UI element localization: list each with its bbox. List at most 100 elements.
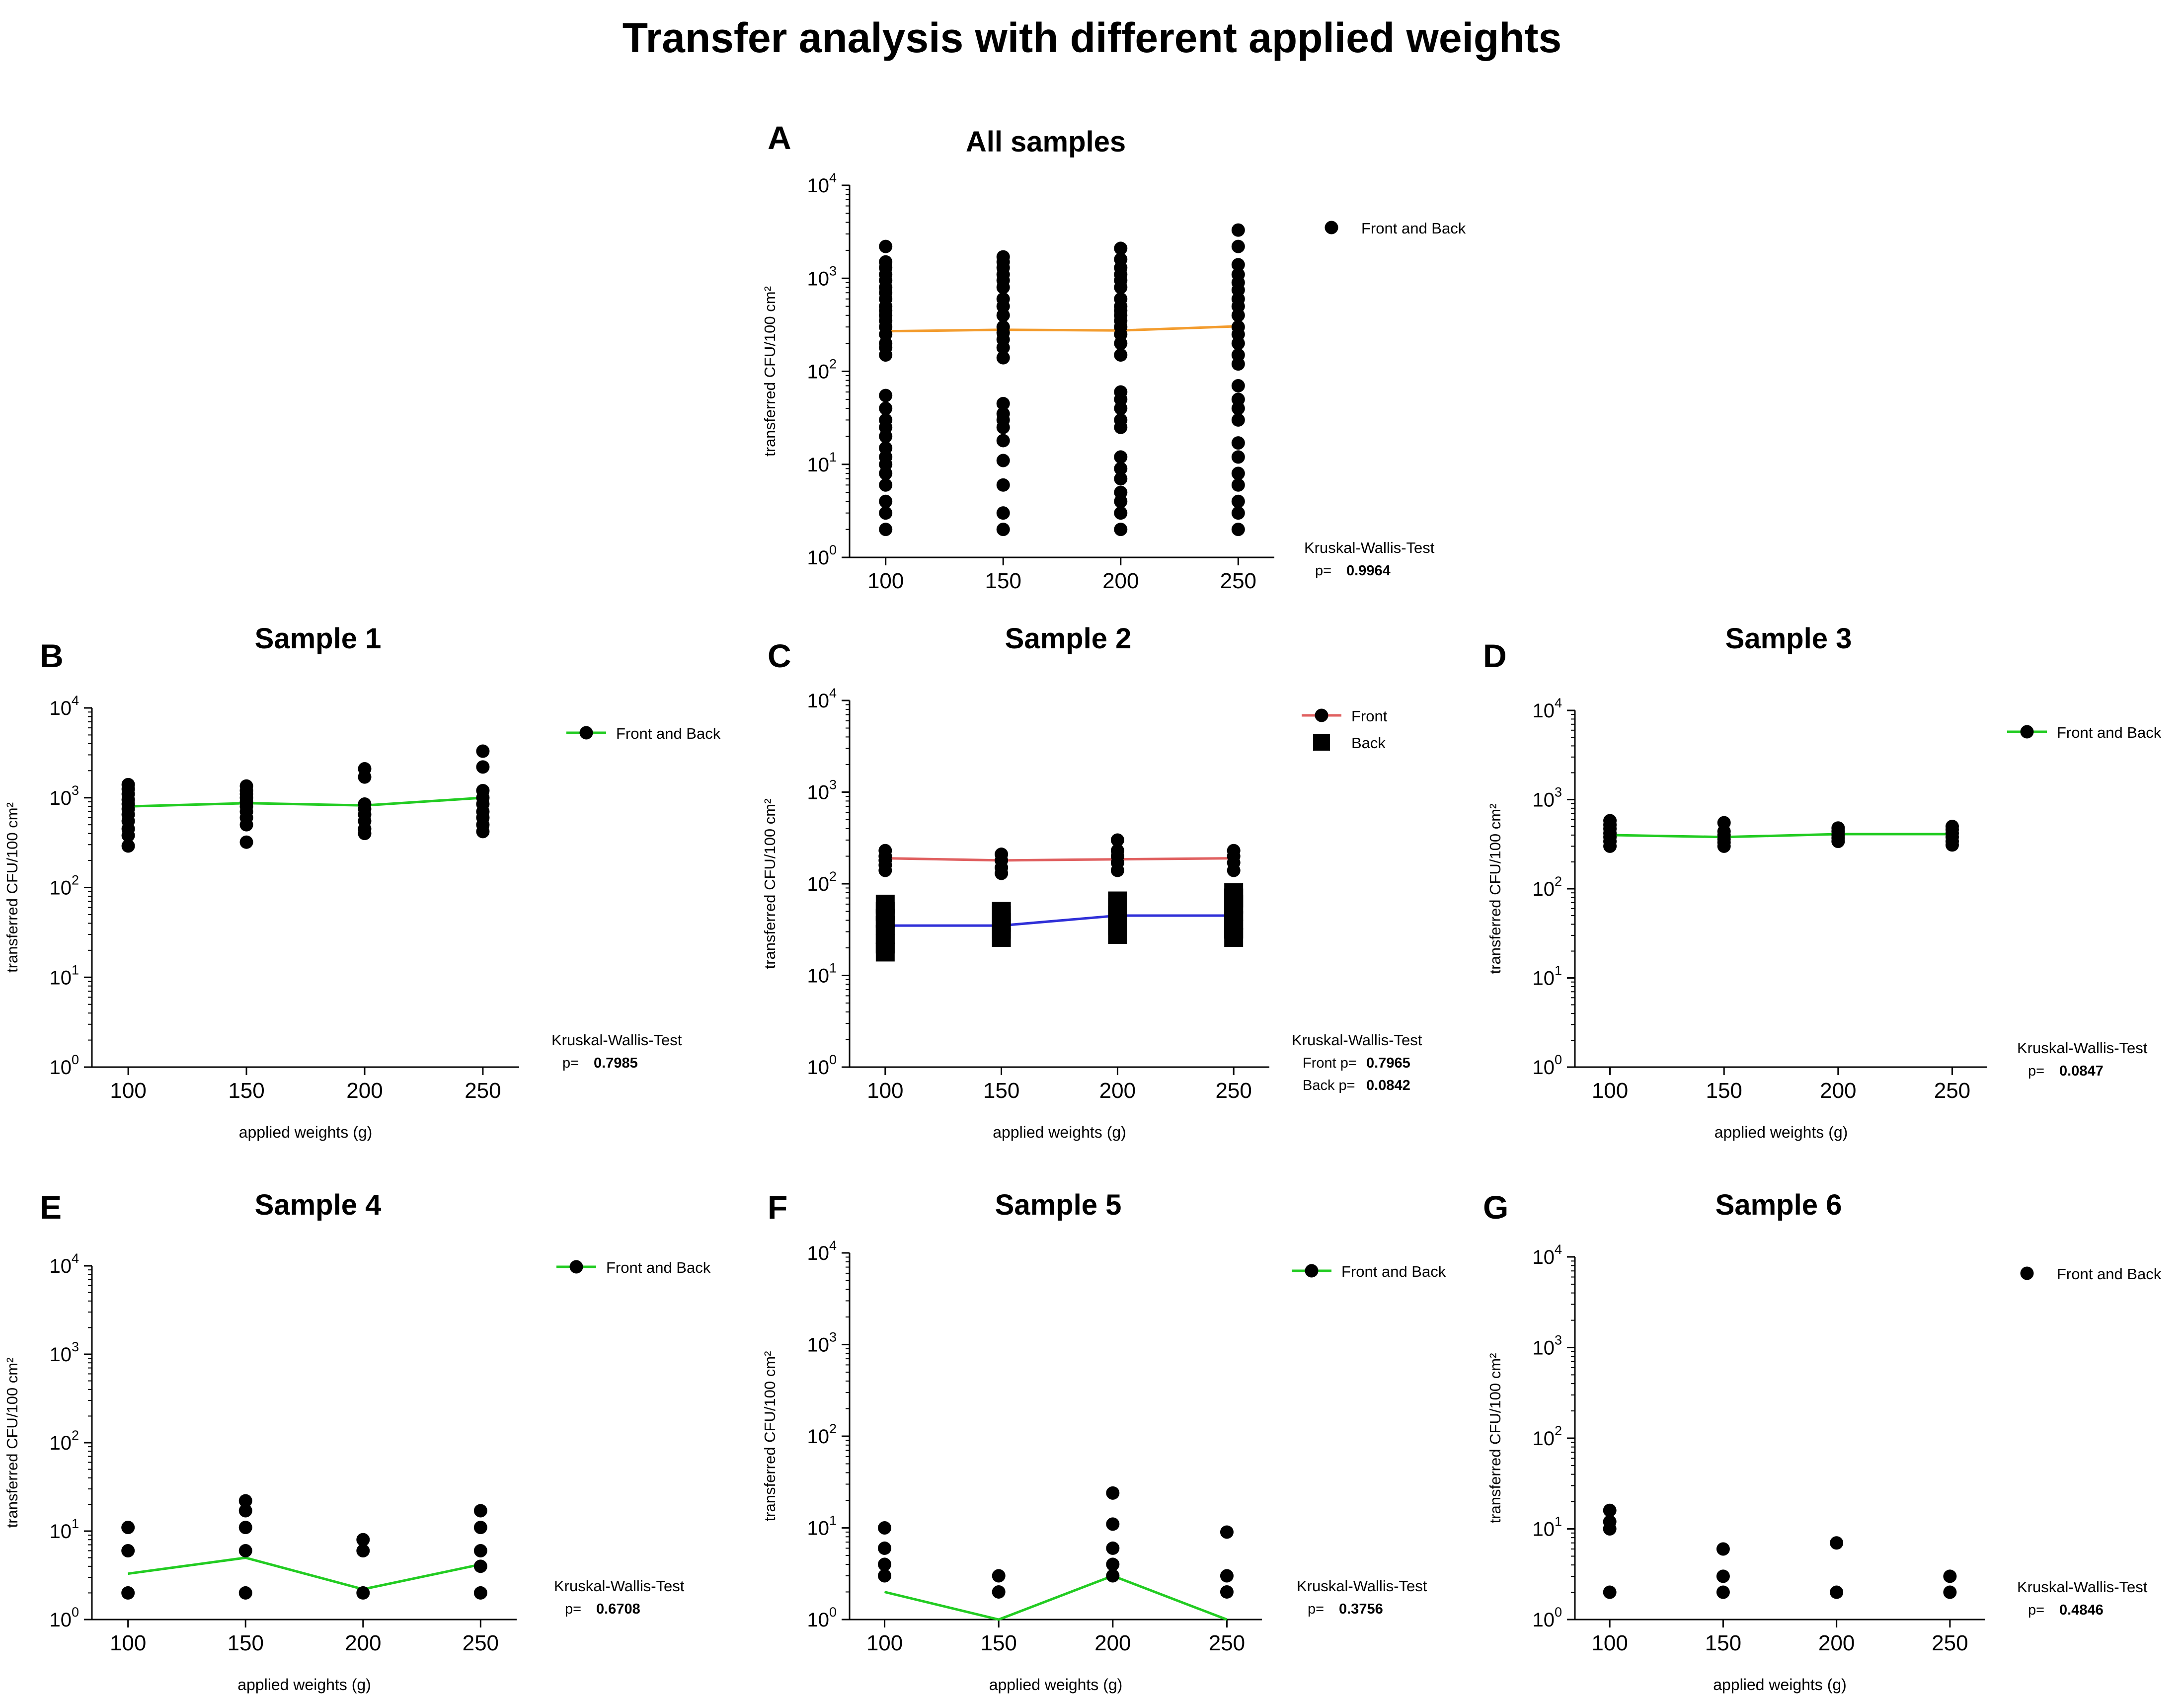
panel-d-series-0-data-point xyxy=(1831,821,1845,835)
panel-d-x-tick-label: 200 xyxy=(1820,1079,1856,1103)
panel-c-y-tick-label: 100 xyxy=(807,1052,837,1079)
panel-d-x-axis-label: applied weights (g) xyxy=(1715,1123,1848,1141)
panel-g-p-value: 0.4846 xyxy=(2059,1602,2104,1618)
panel-b-x-tick-label: 150 xyxy=(228,1079,264,1103)
panel-d-series-0-data-point xyxy=(1603,814,1617,828)
panel-f-series-0-data-point xyxy=(1220,1525,1234,1539)
panel-a-series-0-data-point xyxy=(1231,267,1245,281)
panel-a-series-0-data-point xyxy=(1231,523,1245,537)
panel-d-y-tick-label: 101 xyxy=(1532,963,1562,990)
panel-f-series-0-data-point xyxy=(1106,1517,1120,1531)
panel-d-y-tick-label: 103 xyxy=(1532,785,1562,811)
panel-e-series-0-data-point xyxy=(238,1544,252,1557)
panel-f-x-tick-label: 250 xyxy=(1209,1631,1245,1655)
panel-a-series-0-data-point xyxy=(1114,523,1128,537)
panel-a-y-axis-label: transferred CFU/100 cm² xyxy=(761,286,779,457)
panel-g-y-tick-label: 104 xyxy=(1532,1242,1562,1268)
panel-a-series-0-data-point xyxy=(1231,450,1245,464)
panel-f-y-tick-label: 104 xyxy=(807,1238,837,1264)
panel-d-letter: D xyxy=(1483,637,1507,674)
panel-g-series-0-data-point xyxy=(1716,1542,1730,1556)
panel-c-p-label: Front p= xyxy=(1303,1055,1357,1071)
panel-d-y-tick-label: 104 xyxy=(1532,696,1562,722)
panel-a-series-0-data-point xyxy=(1231,320,1245,334)
panel-f-series-0-data-point xyxy=(878,1569,892,1583)
panel-a-series-0-data-point xyxy=(879,441,893,455)
panel-f-series-0-data-point xyxy=(1106,1569,1120,1583)
panel-b-y-tick-label: 104 xyxy=(49,693,79,719)
panel-f-x-tick-label: 100 xyxy=(866,1631,903,1655)
panel-a-series-0-data-point xyxy=(996,407,1010,421)
panel-e-series-0-data-point xyxy=(238,1494,252,1508)
panel-b-x-tick-label: 100 xyxy=(110,1079,146,1103)
panel-c-y-tick-label: 101 xyxy=(807,961,837,987)
panel-e-series-0-data-point xyxy=(121,1521,135,1535)
panel-a-x-tick-label: 100 xyxy=(867,569,904,593)
panel-b-series-0-data-point xyxy=(476,760,490,774)
panel-g-series-0-data-point xyxy=(1943,1585,1957,1599)
panel-d-y-tick-label: 102 xyxy=(1532,874,1562,900)
panel-d-series-0-data-point xyxy=(1945,820,1959,834)
panel-g-series-0-data-point xyxy=(1830,1585,1844,1599)
panel-f-p-label: p= xyxy=(1308,1601,1324,1617)
panel-e-y-tick-label: 102 xyxy=(49,1428,79,1454)
panel-b-y-tick-label: 102 xyxy=(49,873,79,899)
panel-a-series-0-data-point xyxy=(1114,472,1128,486)
panel-a-series-0-data-point xyxy=(996,454,1010,467)
panel-g-y-tick-label: 101 xyxy=(1532,1514,1562,1541)
panel-e-x-axis-label: applied weights (g) xyxy=(237,1676,371,1694)
panel-a-series-0-data-point xyxy=(1114,413,1128,427)
panel-a-y-tick-label: 101 xyxy=(807,450,837,476)
panel-g-x-tick-label: 150 xyxy=(1705,1631,1741,1655)
panel-b-stat-test: Kruskal-Wallis-Test xyxy=(551,1031,682,1049)
panel-a-series-0-data-point xyxy=(996,250,1010,264)
panel-f-letter: F xyxy=(768,1189,787,1226)
panel-b-series-0-data-point xyxy=(239,779,253,793)
panel-f-y-tick-label: 101 xyxy=(807,1513,837,1540)
panel-d-x-tick-label: 100 xyxy=(1592,1079,1628,1103)
panel-b-series-0-legend-label: Front and Back xyxy=(616,725,721,742)
panel-d-series-0-legend-label: Front and Back xyxy=(2057,724,2162,741)
panel-a-series-0-data-point xyxy=(1231,506,1245,520)
panel-f-x-tick-label: 150 xyxy=(980,1631,1016,1655)
panel-c-stat-test: Kruskal-Wallis-Test xyxy=(1292,1031,1422,1049)
panel-a-stat-test: Kruskal-Wallis-Test xyxy=(1304,539,1435,556)
panel-b-x-axis-label: applied weights (g) xyxy=(239,1123,373,1141)
panel-a-series-0-data-point xyxy=(1114,385,1128,399)
panel-c-y-tick-label: 104 xyxy=(807,686,837,712)
panel-c-series-0-data-point xyxy=(878,844,892,857)
panel-g-y-tick-label: 102 xyxy=(1532,1423,1562,1450)
panel-g-title: Sample 6 xyxy=(1716,1189,1842,1221)
panel-e-series-0-data-point xyxy=(473,1504,487,1518)
panel-a-series-0-data-point xyxy=(1114,348,1128,362)
panel-a-x-tick-label: 250 xyxy=(1220,569,1256,593)
panel-e-series-0-data-point xyxy=(473,1544,487,1557)
panel-e-y-tick-label: 101 xyxy=(49,1516,79,1543)
panel-e-series-0-median-line xyxy=(128,1556,481,1591)
panel-a-series-0-median-line xyxy=(885,325,1239,333)
panel-e-series-0-data-point xyxy=(473,1521,487,1535)
panel-f-x-tick-label: 200 xyxy=(1094,1631,1131,1655)
panel-a-series-0-data-point xyxy=(996,506,1010,520)
panel-f-p-value: 0.3756 xyxy=(1339,1601,1383,1617)
panel-c-series-0-legend-marker xyxy=(1315,708,1328,722)
panel-f-y-tick-label: 100 xyxy=(807,1605,837,1631)
panel-g-x-tick-label: 200 xyxy=(1818,1631,1855,1655)
panel-e-series-0-data-point xyxy=(238,1504,252,1518)
panel-c-series-0-data-point xyxy=(995,848,1009,861)
panel-a-series-0-data-point xyxy=(996,434,1010,448)
panel-f-series-0-data-point xyxy=(992,1569,1006,1583)
panel-c-x-axis-label: applied weights (g) xyxy=(993,1123,1126,1141)
panel-b-series-0-data-point xyxy=(476,744,490,758)
panel-g-series-0-legend-label: Front and Back xyxy=(2057,1265,2162,1283)
panel-g-y-axis-label: transferred CFU/100 cm² xyxy=(1486,1353,1504,1524)
panel-e-series-0-data-point xyxy=(121,1544,135,1557)
panel-e-series-0-data-point xyxy=(356,1544,370,1557)
panel-e-series-0-data-point xyxy=(121,1586,135,1600)
panel-a-series-0-data-point xyxy=(879,494,893,508)
panel-b-y-tick-label: 103 xyxy=(49,783,79,809)
panel-f-stat-test: Kruskal-Wallis-Test xyxy=(1297,1577,1427,1595)
panel-a-series-0-data-point xyxy=(1231,348,1245,362)
panel-a-p-value: 0.9964 xyxy=(1346,563,1391,579)
